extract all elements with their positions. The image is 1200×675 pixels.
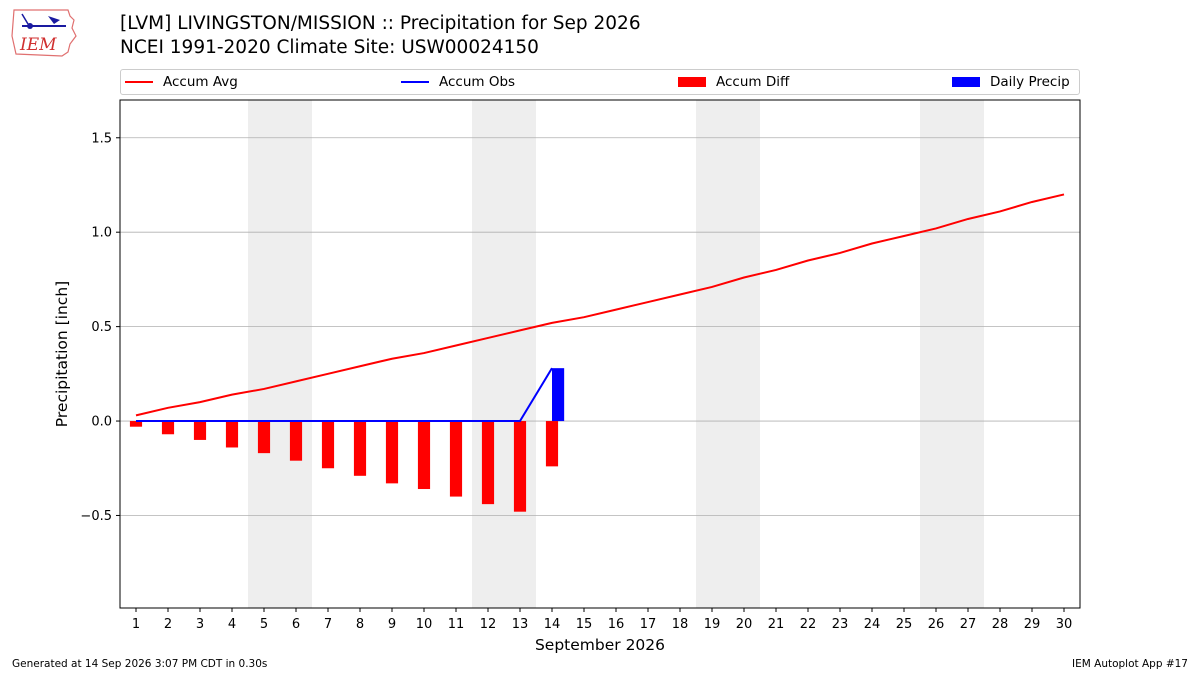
diff-bar-3 — [193, 421, 207, 440]
diff-bar-11 — [449, 421, 463, 497]
ytick-label-2: 0.5 — [91, 320, 112, 335]
xtick-label-14: 14 — [544, 617, 561, 632]
x-axis-label: September 2026 — [535, 636, 665, 654]
legend-label-accum-diff: Accum Diff — [716, 74, 790, 90]
legend-item-daily-precip: Daily Precip — [952, 70, 1070, 94]
diff-bar-5 — [257, 421, 271, 454]
weekend-band-12 — [472, 100, 504, 608]
xtick-label-2: 2 — [164, 617, 172, 632]
legend: Accum Avg Accum Obs Accum Diff Daily Pre… — [120, 69, 1080, 95]
ytick-label-3: 1.0 — [91, 226, 112, 241]
plot-frame — [119, 99, 1081, 609]
diff-bar-6 — [289, 421, 303, 461]
accum-avg-line — [135, 193, 1065, 417]
chart-subtitle: NCEI 1991-2020 Climate Site: USW00024150 — [120, 37, 539, 58]
diff-bar-9 — [385, 421, 399, 484]
legend-item-accum-diff: Accum Diff — [678, 70, 789, 94]
weekend-band-5 — [248, 100, 280, 608]
xtick-label-10: 10 — [416, 617, 433, 632]
generated-note: Generated at 14 Sep 2026 3:07 PM CDT in … — [12, 658, 268, 670]
weekend-band-20 — [728, 100, 760, 608]
xtick-label-5: 5 — [260, 617, 268, 632]
weekend-band-6 — [280, 100, 312, 608]
xtick-label-25: 25 — [896, 617, 913, 632]
weekend-band-19 — [696, 100, 728, 608]
y-axis-label: Precipitation [inch] — [53, 281, 71, 427]
legend-swatch-accum-avg — [125, 81, 153, 83]
diff-bar-7 — [321, 421, 335, 469]
xtick-label-30: 30 — [1056, 617, 1073, 632]
xtick-label-21: 21 — [768, 617, 785, 632]
logo-text: IEM — [19, 35, 57, 55]
daily-precip-bar-14 — [552, 368, 565, 422]
xtick-label-12: 12 — [480, 617, 497, 632]
legend-item-accum-obs: Accum Obs — [401, 70, 515, 94]
iem-logo: IEM — [11, 9, 77, 57]
xtick-label-27: 27 — [960, 617, 977, 632]
xtick-label-16: 16 — [608, 617, 625, 632]
xtick-label-24: 24 — [864, 617, 881, 632]
diff-bar-1 — [129, 421, 143, 427]
xtick-label-11: 11 — [448, 617, 465, 632]
xtick-label-7: 7 — [324, 617, 332, 632]
xtick-label-6: 6 — [292, 617, 300, 632]
legend-swatch-accum-obs — [401, 81, 429, 83]
diff-bar-4 — [225, 421, 239, 448]
weekend-band-13 — [504, 100, 536, 608]
diff-bar-8 — [353, 421, 367, 476]
legend-swatch-accum-diff — [678, 77, 706, 87]
xtick-label-15: 15 — [576, 617, 593, 632]
diff-bar-2 — [161, 421, 175, 435]
ytick-label-4: 1.5 — [91, 131, 112, 146]
xtick-label-1: 1 — [132, 617, 140, 632]
xtick-label-29: 29 — [1024, 617, 1041, 632]
accum-obs-line — [136, 367, 553, 423]
chart-title: [LVM] LIVINGSTON/MISSION :: Precipitatio… — [120, 13, 641, 34]
diff-bar-13 — [513, 421, 527, 512]
legend-label-accum-avg: Accum Avg — [163, 74, 238, 90]
legend-item-accum-avg: Accum Avg — [125, 70, 238, 94]
legend-swatch-daily-precip — [952, 77, 980, 87]
xtick-label-28: 28 — [992, 617, 1009, 632]
xtick-label-9: 9 — [388, 617, 396, 632]
xtick-label-17: 17 — [640, 617, 657, 632]
xtick-label-13: 13 — [512, 617, 529, 632]
xtick-label-22: 22 — [800, 617, 817, 632]
xtick-label-4: 4 — [228, 617, 236, 632]
xtick-label-3: 3 — [196, 617, 204, 632]
xtick-label-18: 18 — [672, 617, 689, 632]
weekend-band-27 — [952, 100, 984, 608]
xtick-label-23: 23 — [832, 617, 849, 632]
xtick-label-8: 8 — [356, 617, 364, 632]
xtick-label-20: 20 — [736, 617, 753, 632]
weekend-band-26 — [920, 100, 952, 608]
diff-bar-14 — [545, 421, 559, 467]
xtick-label-26: 26 — [928, 617, 945, 632]
legend-label-accum-obs: Accum Obs — [439, 74, 516, 90]
ytick-label-1: 0.0 — [91, 415, 112, 430]
diff-bar-10 — [417, 421, 431, 490]
xtick-label-19: 19 — [704, 617, 721, 632]
legend-label-daily-precip: Daily Precip — [990, 74, 1070, 90]
ytick-label-0: −0.5 — [80, 509, 112, 524]
diff-bar-12 — [481, 421, 495, 505]
app-note: IEM Autoplot App #17 — [1072, 658, 1188, 670]
